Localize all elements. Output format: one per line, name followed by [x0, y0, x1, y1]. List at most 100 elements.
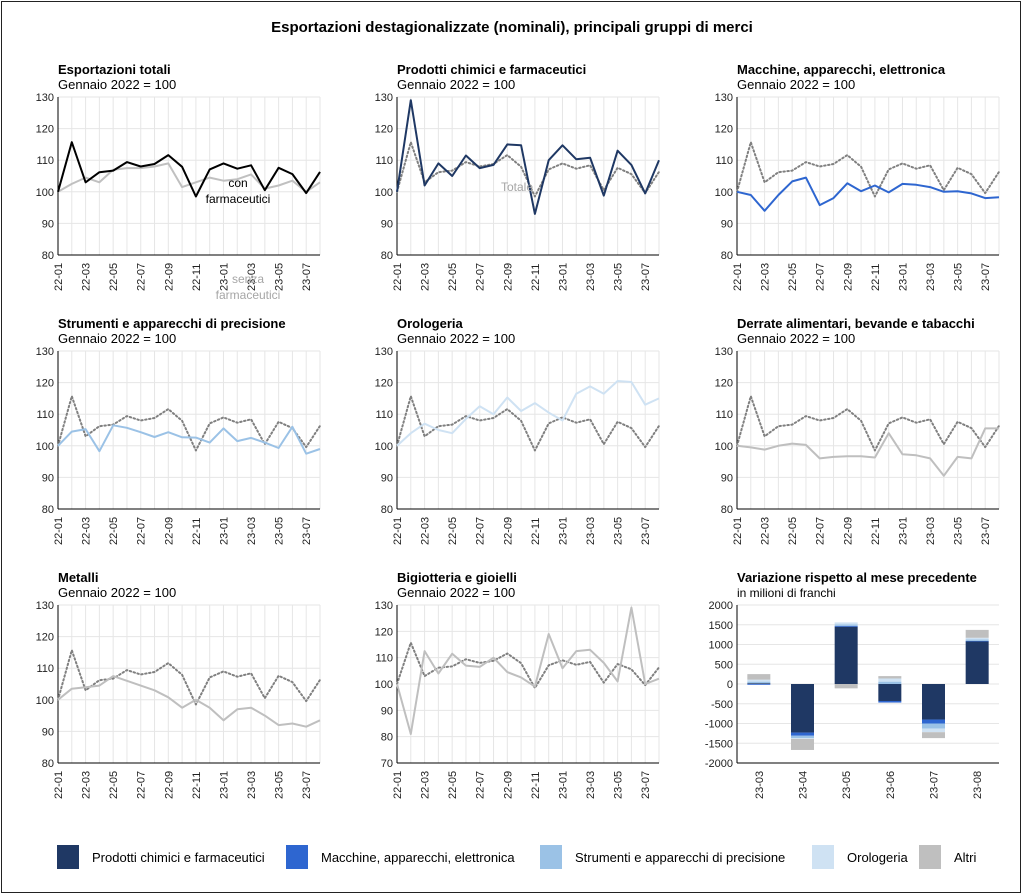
bar-segment [965, 640, 989, 642]
y-tick-label: 90 [721, 218, 733, 230]
y-tick-label: 80 [42, 250, 54, 262]
panel-subtitle: Gennaio 2022 = 100 [737, 331, 855, 346]
bar-segment [965, 639, 989, 641]
y-tick-label: 80 [381, 504, 393, 516]
x-tick-label: 23-07 [640, 263, 652, 291]
x-tick-label: 23-01 [557, 263, 569, 291]
bar-segment [878, 678, 902, 682]
y-tick-label: 110 [36, 663, 54, 675]
x-tick-label: 22-03 [760, 517, 772, 545]
x-tick-label: 22-11 [191, 264, 203, 291]
x-tick-label: 22-07 [136, 771, 148, 799]
y-tick-label: 130 [375, 92, 393, 104]
y-tick-label: 130 [36, 346, 54, 358]
legend-swatch [286, 845, 308, 869]
x-tick-label: 22-03 [81, 517, 93, 545]
panel-subtitle: Gennaio 2022 = 100 [58, 77, 176, 92]
x-tick-label: 22-11 [870, 518, 882, 545]
panel-macchine: Macchine, apparecchi, elettronicaGennaio… [715, 62, 1000, 291]
bar-segment [791, 735, 814, 739]
y-tick-label: 130 [715, 92, 733, 104]
x-tick-label: 23-01 [557, 517, 569, 545]
series-line-totale [57, 649, 321, 706]
bar-segment [834, 625, 858, 627]
series-line-totale [396, 395, 660, 452]
x-tick-label: 22-11 [191, 518, 203, 545]
panel-title: Orologeria [397, 316, 464, 331]
y-tick-label: 130 [36, 92, 54, 104]
series-line-macchine-apparecchi-elettronica [736, 176, 1000, 212]
y-tick-label: 100 [375, 679, 393, 691]
x-tick-label: 23-03 [925, 517, 937, 545]
x-tick-label: 22-11 [530, 772, 542, 799]
bar-segment [747, 684, 771, 685]
bar-segment [791, 732, 814, 736]
bar-segment [922, 723, 945, 729]
y-tick-label: 90 [42, 472, 54, 484]
y-tick-label: 1500 [709, 620, 733, 632]
series-line-totale [57, 395, 321, 452]
panel-subtitle: Gennaio 2022 = 100 [397, 331, 515, 346]
y-tick-label: 110 [715, 155, 733, 167]
y-tick-label: 130 [375, 600, 393, 612]
bar-segment [878, 684, 902, 701]
y-tick-label: -500 [711, 699, 733, 711]
x-tick-label: 23-06 [885, 771, 897, 799]
series-line-derrate-alimentari-bevande-e-tabacchi [736, 427, 999, 477]
legend-item: Macchine, apparecchi, elettronica [286, 845, 515, 869]
x-tick-label: 23-07 [301, 263, 313, 291]
panel-title: Derrate alimentari, bevande e tabacchi [737, 316, 975, 331]
y-tick-label: 80 [381, 732, 393, 744]
panel-subtitle: Gennaio 2022 = 100 [397, 77, 515, 92]
y-tick-label: 120 [375, 124, 393, 136]
panel-title: Strumenti e apparecchi di precisione [58, 316, 286, 331]
panel-subtitle: Gennaio 2022 = 100 [58, 331, 176, 346]
bar-segment [965, 641, 989, 684]
panel-title: Macchine, apparecchi, elettronica [737, 62, 946, 77]
x-tick-label: 23-05 [953, 263, 965, 291]
x-tick-label: 23-03 [246, 771, 258, 799]
x-tick-label: 23-03 [246, 263, 258, 291]
x-tick-label: 22-07 [136, 517, 148, 545]
x-tick-label: 23-07 [640, 771, 652, 799]
x-tick-label: 23-07 [301, 771, 313, 799]
bar-segment [834, 622, 858, 625]
x-tick-label: 22-07 [815, 517, 827, 545]
y-tick-label: 130 [375, 346, 393, 358]
bar-segment [922, 719, 945, 724]
x-tick-label: 23-05 [274, 771, 286, 799]
bar-segment [747, 674, 771, 680]
x-tick-label: 23-03 [585, 771, 597, 799]
bar-segment [791, 738, 814, 739]
y-tick-label: 2000 [709, 600, 733, 612]
panel-title: Prodotti chimici e farmaceutici [397, 62, 586, 77]
legend-swatch [812, 845, 834, 869]
y-tick-label: 80 [721, 504, 733, 516]
x-tick-label: 22-11 [191, 772, 203, 799]
x-tick-label: 22-01 [392, 263, 404, 291]
y-tick-label: 1000 [709, 640, 733, 652]
series-line-bigiotteria-e-gioielli [396, 606, 660, 735]
figure-title: Esportazioni destagionalizzate (nominali… [271, 19, 753, 36]
y-tick-label: 110 [375, 653, 393, 665]
x-tick-label: 23-05 [274, 263, 286, 291]
x-tick-label: 23-03 [925, 263, 937, 291]
panel-title: Metalli [58, 570, 98, 585]
y-tick-label: 110 [715, 409, 733, 421]
panel-subtitle: in milioni di franchi [737, 586, 836, 600]
y-tick-label: 100 [375, 187, 393, 199]
legend-item: Prodotti chimici e farmaceutici [57, 845, 265, 869]
y-tick-label: 120 [715, 124, 733, 136]
legend-item: Orologeria [812, 845, 908, 869]
y-tick-label: 100 [36, 187, 54, 199]
panel-title: Variazione rispetto al mese precedente [737, 570, 977, 585]
legend-label: Orologeria [847, 850, 908, 865]
series-line-strumenti-e-apparecchi-di-precisione [57, 424, 321, 455]
legend-item: Strumenti e apparecchi di precisione [540, 845, 785, 869]
bar-segment [878, 681, 902, 684]
x-tick-label: 23-03 [585, 263, 597, 291]
x-tick-label: 22-09 [502, 263, 514, 291]
x-tick-label: 22-03 [420, 517, 432, 545]
